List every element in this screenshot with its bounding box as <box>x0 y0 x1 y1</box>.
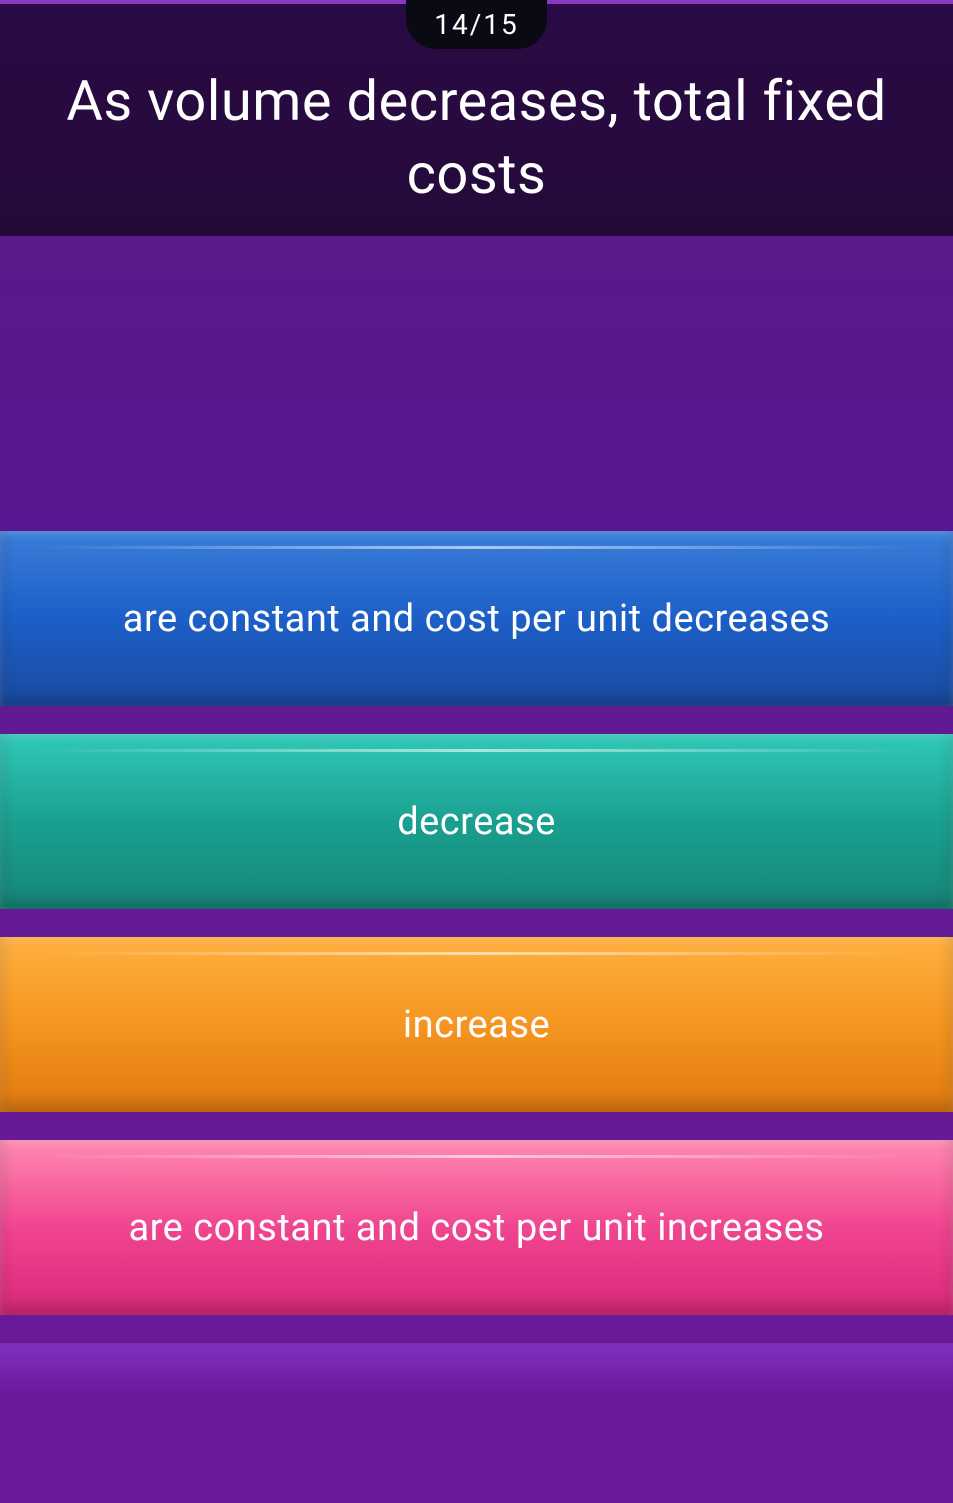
progress-text: 14/15 <box>434 8 519 41</box>
answer-option-1[interactable]: are constant and cost per unit decreases <box>0 531 953 706</box>
answers-container: are constant and cost per unit decreases… <box>0 531 953 1315</box>
answer-label: increase <box>403 1003 550 1047</box>
bottom-decoration <box>0 1343 953 1393</box>
progress-indicator: 14/15 <box>406 0 547 49</box>
answer-label: are constant and cost per unit increases <box>128 1206 824 1250</box>
question-header: 14/15 As volume decreases, total fixed c… <box>0 0 953 236</box>
answer-option-3[interactable]: increase <box>0 937 953 1112</box>
answer-label: decrease <box>397 800 556 844</box>
answer-label: are constant and cost per unit decreases <box>123 597 830 641</box>
answer-option-4[interactable]: are constant and cost per unit increases <box>0 1140 953 1315</box>
question-text: As volume decreases, total fixed costs <box>0 65 953 211</box>
answer-option-2[interactable]: decrease <box>0 734 953 909</box>
content-spacer <box>0 236 953 531</box>
